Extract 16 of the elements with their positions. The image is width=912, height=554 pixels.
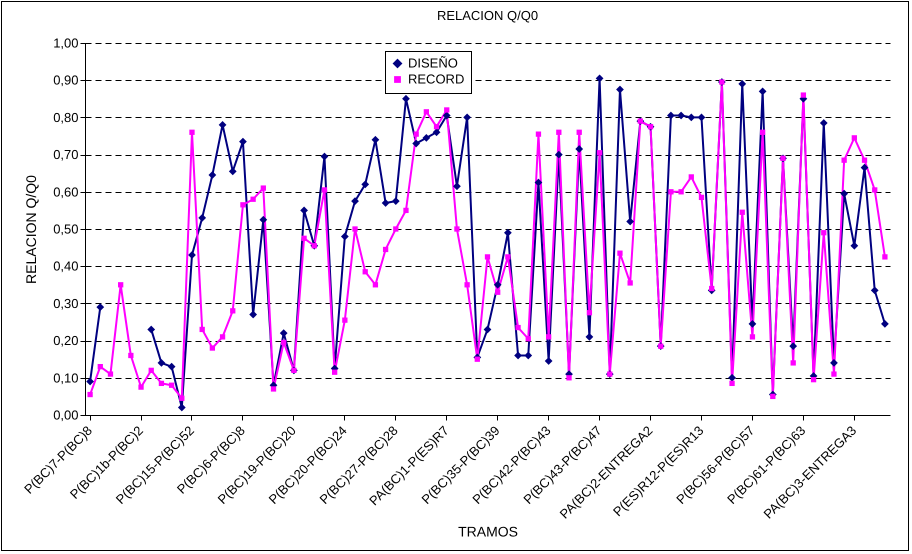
- legend-label: DISEÑO: [408, 56, 458, 70]
- x-axis-title: TRAMOS: [458, 524, 518, 540]
- y-tick-label: 0,20: [53, 333, 78, 348]
- y-axis-title: RELACION Q/Q0: [23, 174, 40, 284]
- legend-label: RECORD: [408, 72, 464, 86]
- y-tick-label: 0,90: [53, 72, 78, 88]
- y-tick-label: 0,80: [53, 110, 78, 125]
- y-tick-label: 0,10: [53, 370, 78, 386]
- y-tick-label: 0,00: [53, 408, 78, 422]
- y-tick-label: 0,50: [53, 222, 78, 236]
- y-tick-label: 1,00: [53, 36, 78, 50]
- y-tick-label: 0,70: [53, 147, 78, 162]
- y-tick-label: 0,60: [53, 184, 78, 200]
- y-tick-label: 0,40: [53, 258, 78, 274]
- y-tick-label: 0,30: [53, 296, 78, 311]
- chart-title: RELACION Q/Q0: [436, 8, 538, 23]
